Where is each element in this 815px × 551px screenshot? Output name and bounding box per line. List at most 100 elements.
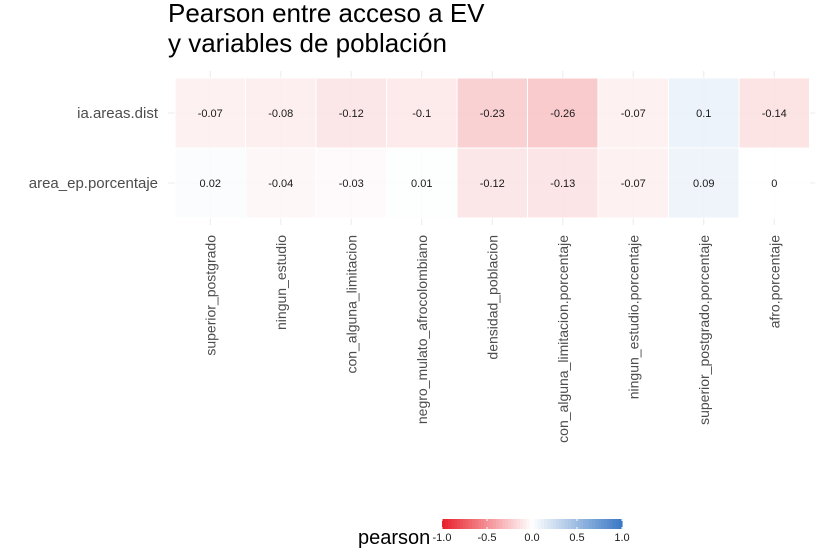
cell-value-label: -0.14 xyxy=(762,108,787,120)
legend-gradient-step xyxy=(598,519,602,529)
heatmap-cell xyxy=(245,77,317,149)
legend-gradient-step xyxy=(547,519,551,529)
legend-gradient-step xyxy=(550,519,554,529)
legend-gradient-step xyxy=(532,519,536,529)
legend-gradient-step xyxy=(589,519,593,529)
legend-gradient-step xyxy=(556,519,560,529)
heatmap-cell xyxy=(386,147,458,219)
legend-gradient-step xyxy=(526,519,530,529)
x-tick-label: superior_postgrado.porcentaje xyxy=(696,235,712,425)
legend-gradient-step xyxy=(571,519,575,529)
heatmap-cell xyxy=(738,147,810,219)
legend-gradient-step xyxy=(511,519,515,529)
legend-gradient-step xyxy=(520,519,524,529)
x-axis-labels: superior_postgrado ningun_estudio con_algu… xyxy=(202,235,782,443)
legend-gradient-step xyxy=(529,519,533,529)
legend-gradient-step xyxy=(451,519,455,529)
legend-gradient-step xyxy=(472,519,476,529)
heatmap-cell xyxy=(386,77,458,149)
legend-gradient-step xyxy=(574,519,578,529)
legend-gradient-step xyxy=(502,519,506,529)
legend-tick-label: -1.0 xyxy=(433,532,452,544)
legend-gradient-step xyxy=(478,519,482,529)
legend-gradient-step xyxy=(457,519,461,529)
legend: pearson -1.0 -0.5 0.0 0.5 1.0 xyxy=(358,519,630,549)
heatmap-cell xyxy=(597,77,669,149)
heatmap-cell xyxy=(527,77,599,149)
x-tick-label: superior_postgrado xyxy=(202,235,218,356)
heatmap-cell xyxy=(738,77,810,149)
cell-value-label: -0.04 xyxy=(268,178,293,190)
y-tick-label: ia.areas.dist xyxy=(77,105,159,122)
legend-title: pearson xyxy=(358,527,430,549)
legend-gradient-step xyxy=(595,519,599,529)
legend-gradient-step xyxy=(619,519,623,529)
heatmap-cell xyxy=(174,147,246,219)
legend-gradient-step xyxy=(490,519,494,529)
legend-gradient-step xyxy=(604,519,608,529)
x-tick-label: ningun_estudio.porcentaje xyxy=(625,235,641,399)
legend-ticks: -1.0 -0.5 0.0 0.5 1.0 xyxy=(433,519,630,544)
legend-gradient-step xyxy=(586,519,590,529)
legend-gradient-step xyxy=(559,519,563,529)
legend-gradient-step xyxy=(460,519,464,529)
legend-tick-label: 0.5 xyxy=(569,532,584,544)
heatmap-cell xyxy=(527,147,599,219)
heatmap-cell xyxy=(315,147,387,219)
cell-value-label: -0.12 xyxy=(480,178,505,190)
legend-gradient-step xyxy=(535,519,539,529)
legend-gradient-step xyxy=(607,519,611,529)
legend-gradient-step xyxy=(541,519,545,529)
cell-value-label: -0.26 xyxy=(550,108,575,120)
cell-value-label: -0.03 xyxy=(339,178,364,190)
heatmap-cell xyxy=(597,147,669,219)
legend-gradient-step xyxy=(562,519,566,529)
cell-value-label: -0.23 xyxy=(480,108,505,120)
legend-gradient-step xyxy=(514,519,518,529)
y-tick-label: area_ep.porcentaje xyxy=(29,175,158,192)
legend-gradient-step xyxy=(496,519,500,529)
legend-gradient-step xyxy=(487,519,491,529)
legend-gradient-step xyxy=(508,519,512,529)
heatmap-cell xyxy=(245,147,317,219)
heatmap-cell xyxy=(668,147,740,219)
cell-value-label: -0.07 xyxy=(621,108,646,120)
legend-gradient-step xyxy=(493,519,497,529)
legend-gradient-step xyxy=(610,519,614,529)
x-tick-label: negro_mulato_afrocolombiano xyxy=(414,235,430,424)
cell-value-label: -0.12 xyxy=(339,108,364,120)
legend-gradient-step xyxy=(613,519,617,529)
x-tick-label: densidad_poblacion xyxy=(484,235,500,360)
cell-value-label: 0 xyxy=(771,178,777,190)
y-axis-labels: ia.areas.dist area_ep.porcentaje xyxy=(29,105,159,192)
legend-gradient-step xyxy=(565,519,569,529)
cell-value-label: -0.13 xyxy=(550,178,575,190)
legend-gradient-step xyxy=(544,519,548,529)
legend-gradient-step xyxy=(475,519,479,529)
legend-gradient-step xyxy=(583,519,587,529)
legend-gradient-step xyxy=(553,519,557,529)
legend-gradient-step xyxy=(484,519,488,529)
legend-gradient-step xyxy=(616,519,620,529)
x-tick-label: afro.porcentaje xyxy=(766,235,782,329)
x-tick-label: con_alguna_limitacion.porcentaje xyxy=(555,235,571,443)
x-tick-label: con_alguna_limitacion xyxy=(343,235,359,374)
cell-value-label: -0.08 xyxy=(268,108,293,120)
heatmap-cell xyxy=(456,147,528,219)
cell-value-label: 0.09 xyxy=(693,178,714,190)
legend-gradient-step xyxy=(466,519,470,529)
legend-gradient-step xyxy=(523,519,527,529)
legend-gradient-step xyxy=(517,519,521,529)
legend-gradient-step xyxy=(577,519,581,529)
legend-gradient-step xyxy=(445,519,449,529)
heatmap-cell xyxy=(456,77,528,149)
legend-gradient-step xyxy=(580,519,584,529)
legend-gradient-step xyxy=(601,519,605,529)
cell-value-label: -0.07 xyxy=(621,178,646,190)
legend-gradient-step xyxy=(448,519,452,529)
chart-title-line-1: Pearson entre acceso a EV xyxy=(168,0,485,28)
cell-value-label: -0.07 xyxy=(198,108,223,120)
legend-gradient-step xyxy=(499,519,503,529)
legend-gradient-step xyxy=(481,519,485,529)
legend-gradient-step xyxy=(463,519,467,529)
